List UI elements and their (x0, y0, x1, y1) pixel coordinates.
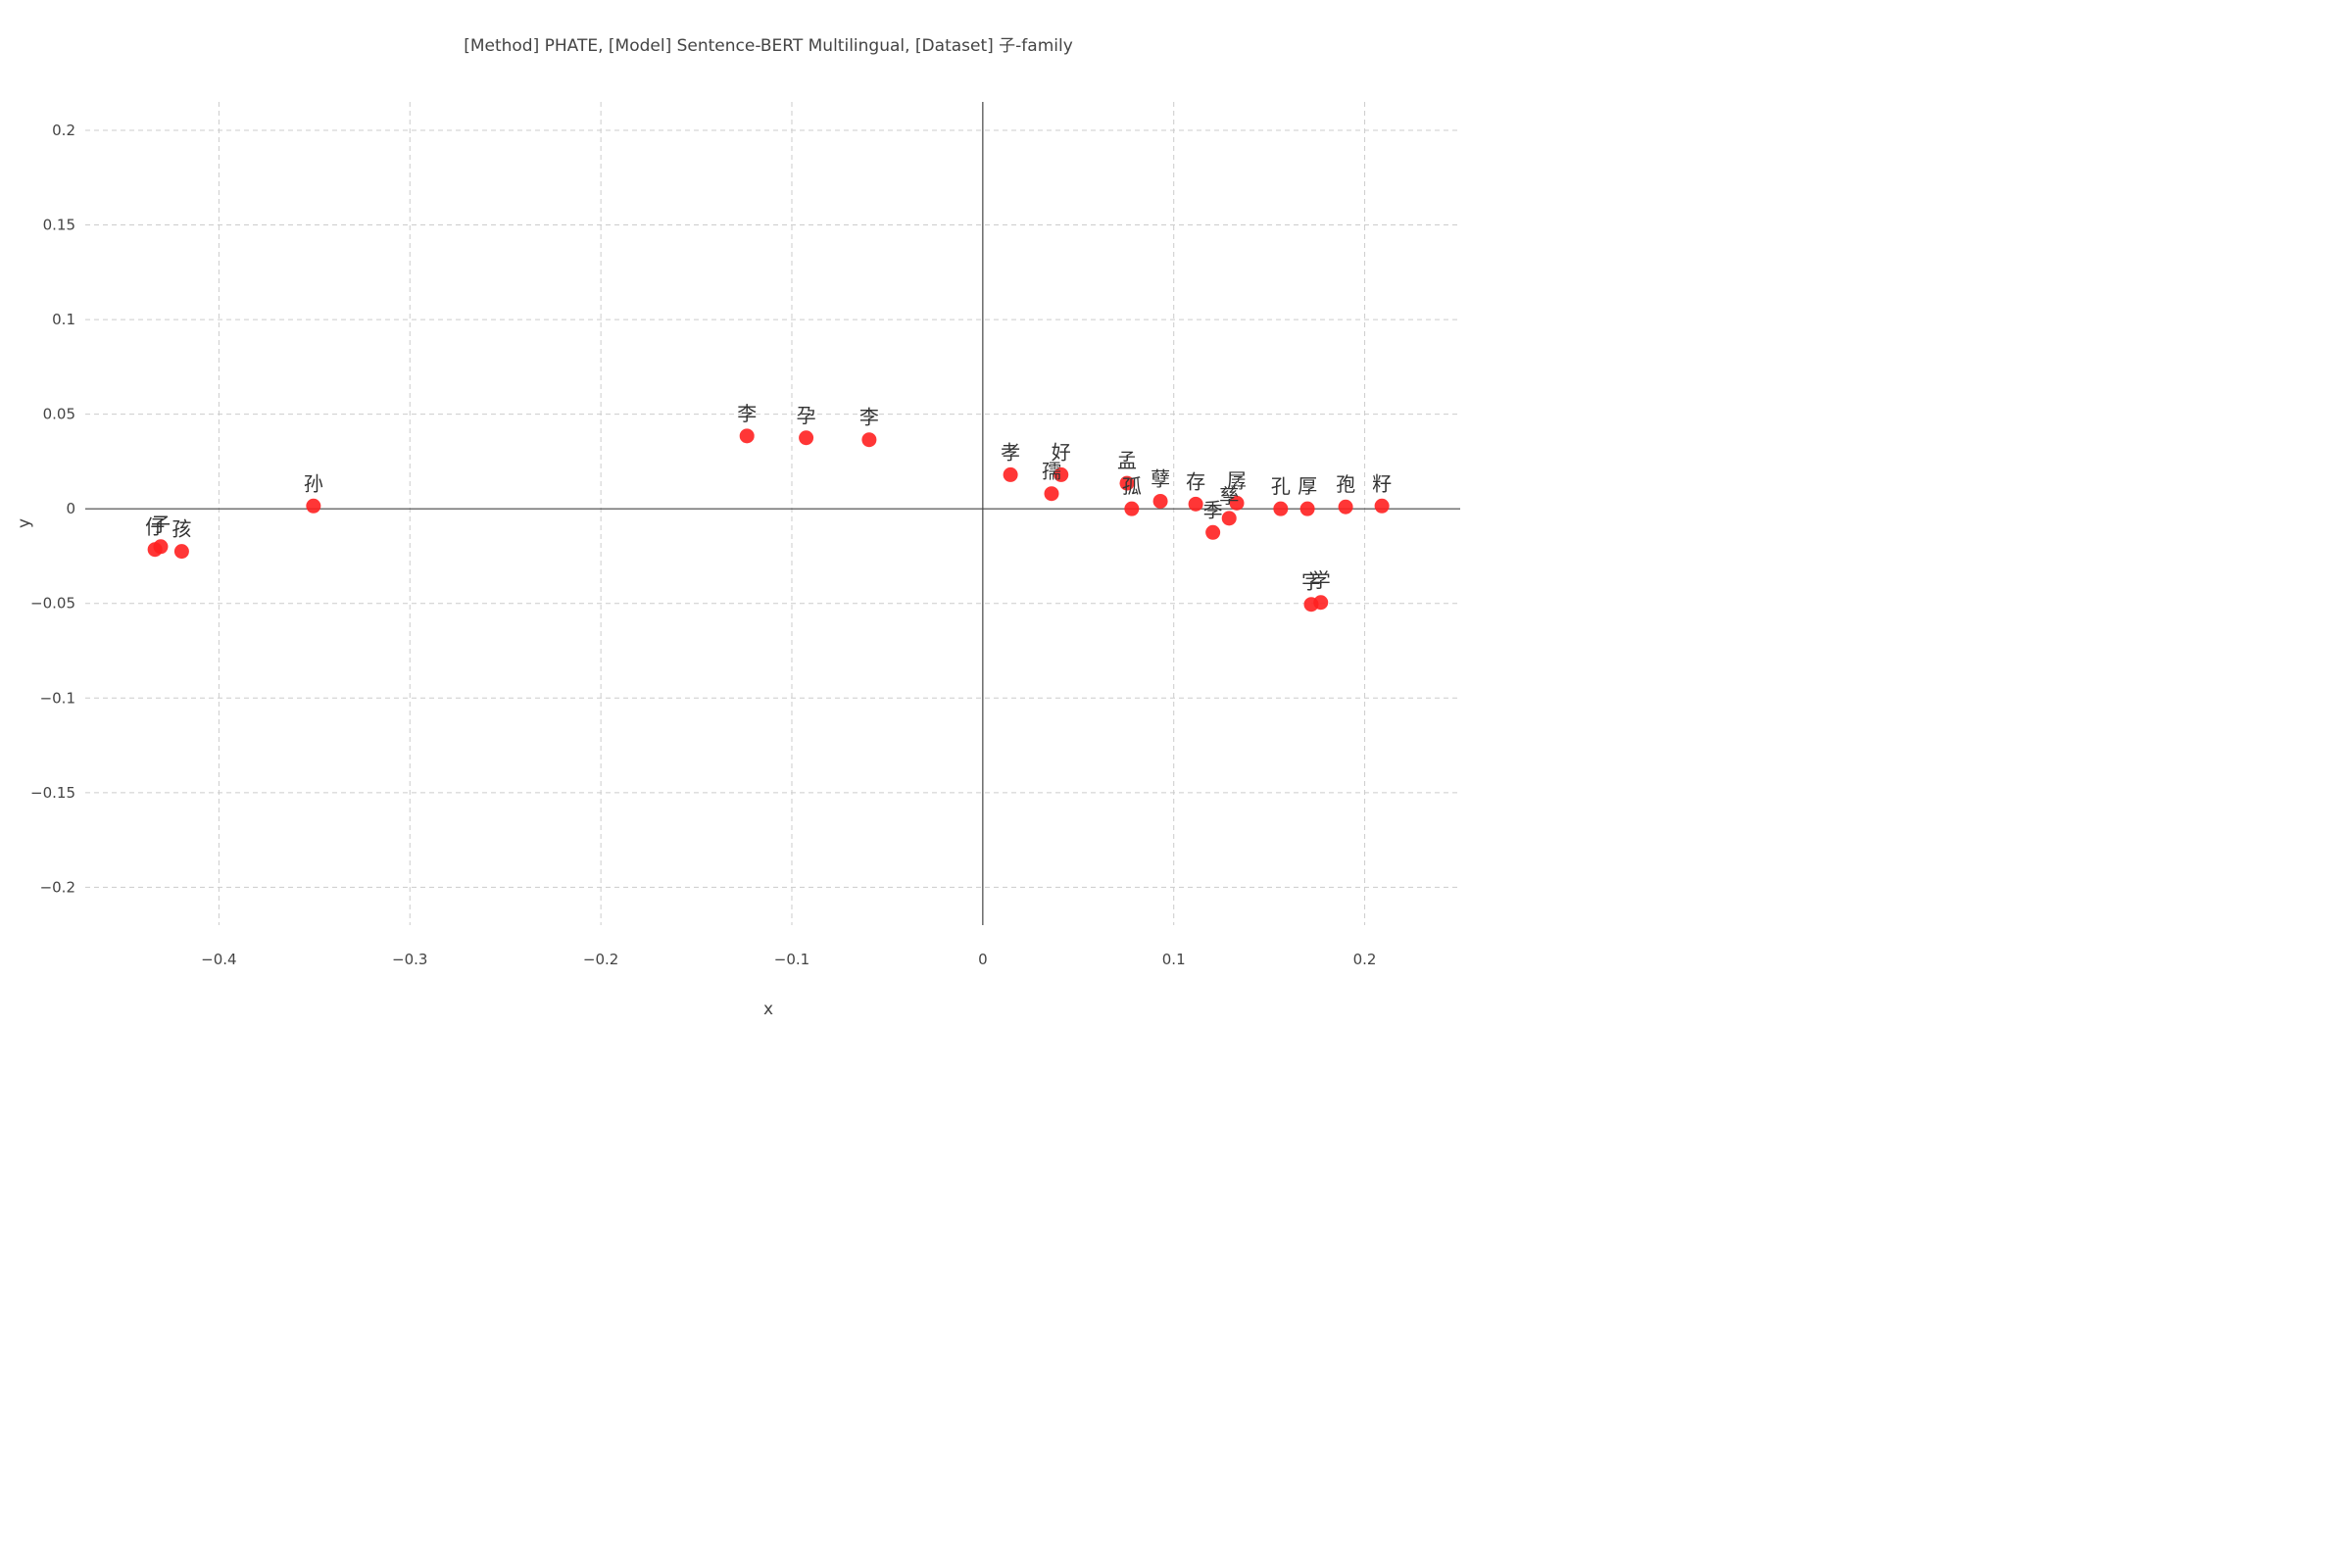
point-label: 孱 (1227, 468, 1247, 492)
scatter-point (1119, 475, 1135, 491)
scatter-point (1044, 486, 1059, 502)
point-label: 孕 (797, 404, 816, 427)
scatter-point (306, 498, 321, 514)
point-label: 李 (737, 402, 757, 425)
scatter-point (1152, 493, 1168, 509)
point-label: 学 (1311, 568, 1331, 592)
scatter-point (173, 544, 189, 560)
x-tick-label: −0.2 (583, 951, 618, 968)
x-tick-label: −0.4 (201, 951, 236, 968)
scatter-point (739, 428, 755, 444)
point-label: 厚 (1298, 474, 1317, 498)
x-tick-label: −0.1 (774, 951, 809, 968)
point-label: 孳 (1219, 484, 1239, 508)
scatter-point (1374, 498, 1390, 514)
point-label: 孝 (1001, 440, 1020, 464)
tick-labels: −0.4 −0.3 −0.2 −0.1 0 0.1 0.2 0.2 0.15 0.1 0.05 0 −0… (30, 122, 1376, 968)
point-label: 好 (1052, 440, 1071, 464)
y-tick-label: −0.1 (40, 689, 75, 707)
y-axis-title: y (15, 518, 34, 528)
point-label: 籽 (1372, 471, 1392, 495)
point-label: 孢 (1336, 472, 1355, 496)
scatter-point (1188, 496, 1203, 512)
x-tick-label: 0.1 (1162, 951, 1186, 968)
y-tick-label: 0 (66, 500, 75, 517)
point-labels: 仔子 孩 孙 李 孕 李孝孺好 孟孤孽存季孳孱孔厚字学 孢籽 (145, 402, 1392, 594)
y-tick-label: 0.2 (52, 122, 75, 139)
scatter-point (1313, 595, 1329, 611)
point-label: 孔 (1271, 474, 1291, 498)
point-label: 李 (859, 406, 879, 429)
x-tick-label: −0.3 (392, 951, 427, 968)
point-label: 字 (1301, 570, 1321, 594)
y-tick-label: −0.15 (30, 784, 75, 802)
y-tick-label: 0.15 (43, 217, 75, 234)
chart-canvas: [Method] PHATE, [Model] Sentence-BERT Mu… (15, 36, 1460, 1019)
x-tick-label: 0.2 (1353, 951, 1377, 968)
point-label: 季 (1203, 498, 1223, 521)
point-label: 仔 (145, 515, 165, 539)
scatter-points (147, 428, 1390, 612)
point-label: 子 (151, 513, 171, 536)
point-label: 孙 (304, 471, 323, 495)
point-label: 孽 (1151, 466, 1170, 490)
y-tick-label: −0.05 (30, 595, 75, 612)
point-label: 孤 (1122, 474, 1142, 498)
point-label: 孩 (172, 517, 191, 541)
x-tick-label: 0 (978, 951, 988, 968)
scatter-point (1205, 524, 1221, 540)
x-axis-title: x (763, 1000, 773, 1019)
scatter-point (1124, 501, 1140, 516)
scatter-point (1338, 499, 1353, 514)
scatter-point (1229, 495, 1245, 511)
scatter-point (1273, 501, 1289, 516)
point-label: 孺 (1042, 460, 1061, 483)
chart-title: [Method] PHATE, [Model] Sentence-BERT Mu… (464, 36, 1073, 56)
y-tick-label: −0.2 (40, 878, 75, 896)
point-label: 孟 (1117, 449, 1137, 472)
scatter-point (1299, 501, 1315, 516)
scatter-point (799, 430, 814, 446)
y-tick-label: 0.1 (52, 311, 75, 328)
grid-layer (85, 102, 1460, 925)
y-tick-label: 0.05 (43, 406, 75, 423)
scatter-point (153, 539, 169, 555)
point-label: 存 (1186, 469, 1205, 493)
scatter-point (1221, 511, 1237, 526)
scatter-point (1054, 466, 1069, 482)
scatter-point (861, 432, 877, 448)
scatter-point (1003, 466, 1018, 482)
